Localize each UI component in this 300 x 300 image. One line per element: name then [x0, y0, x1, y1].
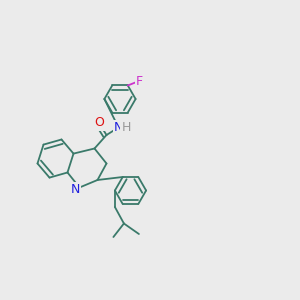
Text: F: F: [136, 75, 143, 88]
Text: H: H: [121, 121, 131, 134]
Text: O: O: [94, 116, 104, 130]
Text: N: N: [114, 121, 123, 134]
Text: N: N: [70, 183, 80, 196]
